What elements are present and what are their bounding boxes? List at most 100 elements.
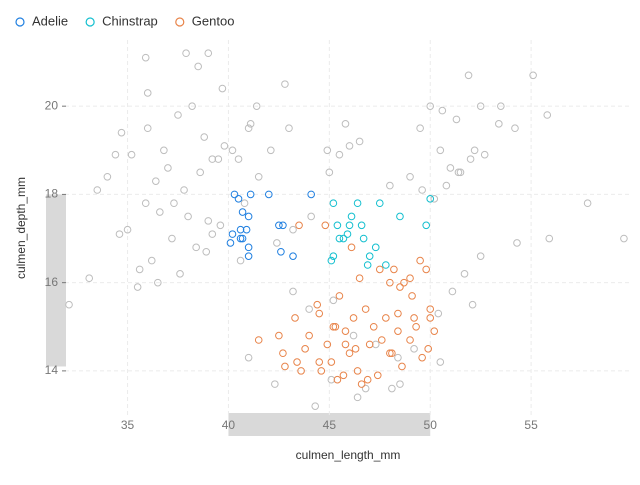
point: [375, 265, 384, 274]
point: [204, 217, 213, 225]
point: [275, 221, 283, 230]
point: [327, 358, 336, 366]
y-brush: [46, 194, 66, 367]
point: [246, 190, 255, 199]
point: [353, 199, 362, 208]
point: [147, 256, 156, 265]
point: [436, 358, 445, 366]
point: [351, 345, 360, 353]
point: [426, 102, 435, 110]
point: [422, 221, 430, 230]
point: [234, 195, 243, 203]
point: [317, 367, 326, 375]
point: [236, 225, 245, 234]
point: [174, 111, 182, 119]
point: [244, 212, 253, 221]
point: [202, 247, 211, 256]
point: [242, 225, 251, 234]
point: [345, 142, 354, 150]
point: [410, 314, 418, 322]
point: [141, 199, 150, 208]
point: [329, 322, 338, 331]
point: [117, 128, 126, 137]
point: [416, 256, 424, 265]
point: [436, 146, 445, 155]
point: [357, 380, 366, 388]
point: [382, 261, 390, 269]
point: [194, 62, 202, 71]
point: [349, 314, 358, 322]
point: [244, 243, 253, 252]
point: [65, 300, 73, 309]
point: [357, 221, 366, 230]
point: [315, 358, 324, 366]
point: [277, 247, 285, 256]
point: [341, 120, 350, 128]
point: [497, 102, 505, 110]
point: [204, 49, 213, 58]
point: [430, 327, 439, 335]
point: [388, 384, 396, 393]
x-tick-label: 35: [121, 418, 135, 432]
point: [424, 345, 433, 353]
point: [160, 146, 168, 155]
point: [200, 133, 209, 141]
point: [220, 142, 229, 150]
point: [127, 150, 136, 159]
point: [196, 168, 204, 177]
point: [111, 150, 120, 159]
point: [412, 322, 420, 331]
point: [406, 274, 414, 283]
point: [369, 322, 378, 331]
point: [123, 225, 132, 234]
point: [495, 120, 503, 128]
point: [115, 230, 124, 238]
point: [470, 146, 479, 155]
point: [468, 300, 477, 309]
point: [279, 221, 287, 230]
point: [390, 265, 398, 274]
point: [285, 124, 293, 133]
x-axis-label: culmen_length_mm: [296, 448, 401, 462]
point: [168, 234, 176, 243]
point: [176, 270, 184, 278]
point: [244, 124, 253, 133]
point: [188, 102, 196, 110]
point: [254, 336, 263, 344]
point: [244, 252, 253, 260]
point: [386, 278, 394, 287]
point: [135, 265, 144, 274]
point: [333, 375, 342, 384]
point: [426, 305, 435, 313]
point: [281, 80, 289, 88]
point: [252, 102, 261, 110]
point: [85, 274, 94, 283]
point: [103, 172, 112, 181]
point: [297, 367, 305, 375]
point: [394, 309, 402, 318]
point: [141, 53, 150, 62]
point: [295, 221, 303, 230]
point: [182, 49, 190, 58]
point: [164, 164, 172, 172]
legend-marker: [175, 17, 185, 27]
point: [363, 375, 372, 384]
point: [452, 115, 461, 124]
point: [234, 155, 243, 163]
point: [448, 287, 457, 296]
point: [371, 243, 380, 252]
point: [313, 300, 322, 309]
point: [545, 234, 554, 243]
point: [361, 384, 370, 393]
point: [329, 252, 338, 260]
point: [264, 190, 273, 199]
point: [192, 243, 200, 252]
point: [254, 172, 263, 181]
x-tick-label: 50: [424, 418, 438, 432]
point: [355, 274, 364, 283]
point: [311, 402, 320, 410]
point: [620, 234, 628, 243]
point: [170, 199, 178, 208]
